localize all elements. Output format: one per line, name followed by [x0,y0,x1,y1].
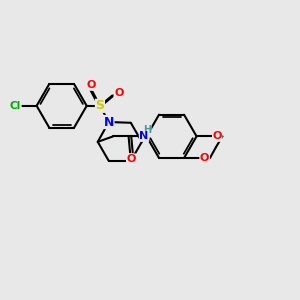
Text: O: O [86,80,96,90]
Text: O: O [114,88,124,98]
Text: O: O [127,154,136,164]
Text: O: O [212,131,222,141]
Text: Cl: Cl [10,101,21,111]
Text: H: H [143,125,151,136]
Text: S: S [95,99,104,112]
Text: N: N [140,131,148,141]
Text: N: N [103,116,114,128]
Text: O: O [200,153,209,163]
